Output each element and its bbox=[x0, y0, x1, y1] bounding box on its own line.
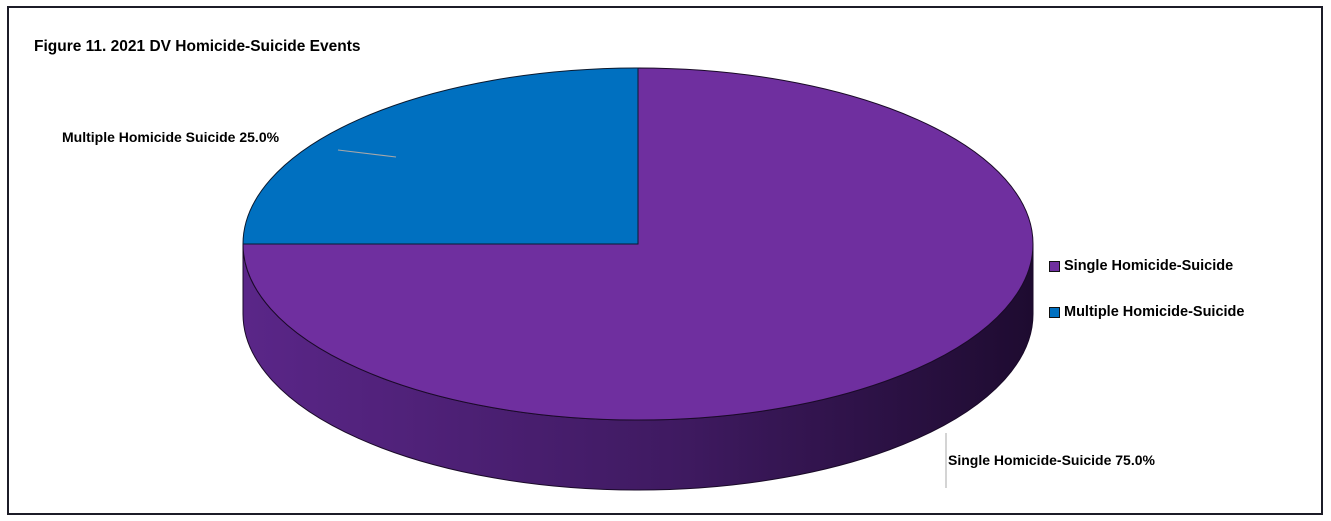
pie-slices bbox=[242, 67, 1034, 491]
legend-label-multiple: Multiple Homicide-Suicide bbox=[1064, 304, 1245, 320]
pie-slice-single bbox=[242, 67, 1034, 421]
legend-item-multiple: Multiple Homicide-Suicide bbox=[1049, 303, 1244, 321]
leader-lines bbox=[337, 149, 947, 488]
legend-item-single: Single Homicide-Suicide bbox=[1049, 257, 1244, 275]
legend: Single Homicide-Suicide Multiple Homicid… bbox=[1049, 257, 1244, 349]
leader-line-multiple bbox=[337, 149, 397, 158]
data-label-multiple: Multiple Homicide Suicide 25.0% bbox=[62, 129, 280, 145]
legend-label-single: Single Homicide-Suicide bbox=[1064, 258, 1234, 274]
data-label-single: Single Homicide-Suicide 75.0% bbox=[948, 452, 1156, 468]
legend-swatch-multiple bbox=[1049, 306, 1060, 318]
pie-slice-multiple bbox=[242, 67, 639, 245]
chart-title: Figure 11. 2021 DV Homicide-Suicide Even… bbox=[34, 38, 361, 55]
legend-swatch-single bbox=[1049, 260, 1060, 272]
